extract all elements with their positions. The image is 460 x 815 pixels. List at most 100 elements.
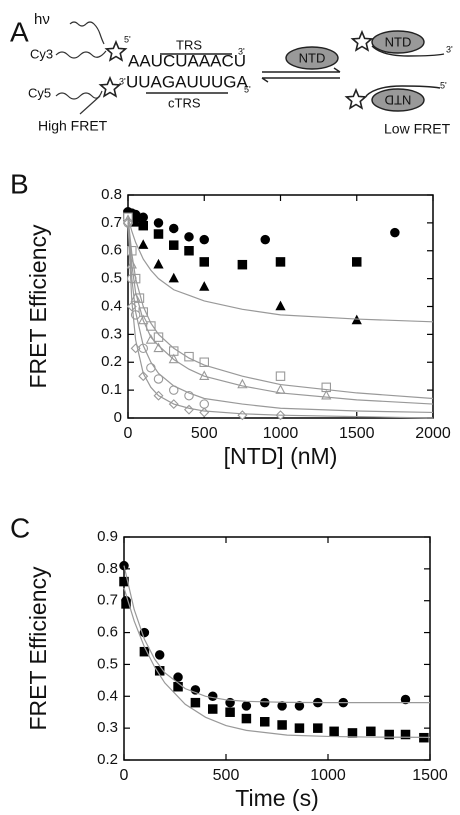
point: [184, 246, 194, 256]
point: [138, 220, 149, 231]
y-tick-label: 0.2: [97, 751, 118, 768]
x-axis-label: [NTD] (nM): [224, 443, 338, 469]
x-tick-label: 1000: [263, 425, 299, 442]
label: cTRS: [168, 95, 201, 110]
point: [138, 239, 149, 249]
point: [275, 257, 286, 267]
label: NTD: [385, 34, 412, 49]
fit-line: [127, 222, 434, 419]
point: [277, 701, 287, 711]
point: [237, 259, 248, 270]
point: [294, 723, 305, 733]
point: [199, 357, 210, 367]
y-tick-label: 0.8: [101, 186, 122, 203]
y-tick-label: 0.4: [101, 297, 122, 314]
y-tick-label: 0: [114, 409, 122, 426]
fit-line: [127, 222, 434, 414]
point: [366, 726, 376, 737]
point: [241, 701, 252, 711]
point: [199, 234, 210, 245]
x-tick-label: 1500: [412, 767, 448, 784]
y-tick-label: 0.3: [97, 719, 118, 736]
point: [153, 374, 164, 384]
fit-line: [123, 565, 430, 704]
label: 5': [244, 84, 251, 94]
point: [153, 332, 164, 342]
x-axis-label: Time (s): [235, 785, 318, 811]
photon: [69, 21, 105, 45]
point: [153, 229, 164, 239]
point: [121, 599, 131, 609]
protein: [371, 30, 425, 54]
label: 5': [124, 34, 131, 44]
panel-label: C: [10, 512, 30, 543]
linker: [55, 50, 107, 59]
point: [207, 691, 218, 702]
protein: [285, 46, 339, 70]
label: Low FRET: [384, 121, 451, 137]
protein: [371, 88, 425, 112]
x-tick-label: 2000: [415, 425, 451, 442]
y-tick-label: 0.6: [101, 242, 122, 259]
point: [153, 258, 164, 269]
point: [154, 650, 165, 660]
diagram: A hν Cy3 5' TRS AAUCUAAACU 3' UUAGAUUUGA…: [10, 11, 453, 137]
y-axis-label: FRET Efficiency: [25, 224, 51, 389]
point: [173, 672, 183, 682]
sequence: AAUCUAAACU: [128, 51, 246, 70]
label: 5': [440, 80, 447, 90]
y-tick-label: 0.4: [97, 687, 118, 704]
x-tick-label: 0: [124, 425, 133, 442]
point: [260, 234, 270, 245]
y-tick-label: 0.7: [97, 592, 118, 609]
pointer: [79, 95, 101, 115]
point: [351, 257, 362, 267]
point: [347, 728, 358, 738]
x-tick-label: 500: [191, 425, 218, 442]
point: [168, 272, 179, 283]
plot-frame: [123, 536, 431, 761]
label: Cy3: [30, 46, 53, 61]
label: 3': [119, 76, 126, 86]
y-tick-label: 0.2: [101, 353, 122, 370]
strand: [371, 45, 445, 57]
sequence: UUAGAUUUGA: [126, 72, 249, 91]
dye: [105, 41, 127, 61]
x-tick-label: 0: [120, 767, 129, 784]
linker: [55, 90, 103, 100]
point: [130, 217, 141, 227]
point: [260, 717, 270, 727]
fit-line: [127, 217, 434, 323]
y-tick-label: 0.5: [97, 655, 118, 672]
panel-label: B: [10, 168, 29, 199]
y-axis-label: FRET Efficiency: [25, 566, 51, 731]
dye: [351, 31, 373, 51]
point: [184, 404, 194, 415]
label: 3': [446, 44, 453, 54]
y-tick-label: 0.3: [101, 325, 122, 342]
point: [153, 218, 164, 228]
point: [390, 227, 400, 238]
fit-line: [123, 587, 431, 738]
point: [190, 697, 201, 708]
point: [138, 371, 149, 382]
charts: B 0 500 1000 1500 2000 0 0.1 0.2 0.3 0.4 0.5 0.6 0.7 0…: [10, 168, 451, 811]
label: 3': [238, 46, 245, 56]
y-tick-label: 0.6: [97, 624, 118, 641]
panel-label: A: [10, 16, 29, 47]
fit-line: [127, 220, 434, 405]
point: [130, 343, 141, 354]
y-tick-label: 0.7: [101, 214, 122, 231]
equilibrium-arrows: [261, 67, 341, 83]
label: NTD: [385, 93, 412, 108]
point: [400, 694, 411, 705]
point: [199, 399, 210, 409]
point: [199, 407, 210, 418]
point: [169, 240, 179, 250]
label: hν: [34, 11, 50, 28]
y-tick-label: 0.5: [101, 270, 122, 287]
dye: [345, 89, 367, 109]
y-tick-label: 0.8: [97, 560, 118, 577]
point: [277, 720, 287, 730]
